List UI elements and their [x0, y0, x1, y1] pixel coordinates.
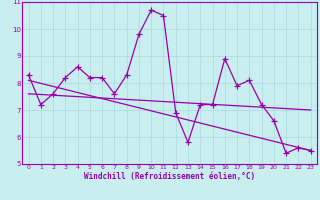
X-axis label: Windchill (Refroidissement éolien,°C): Windchill (Refroidissement éolien,°C) [84, 172, 255, 181]
